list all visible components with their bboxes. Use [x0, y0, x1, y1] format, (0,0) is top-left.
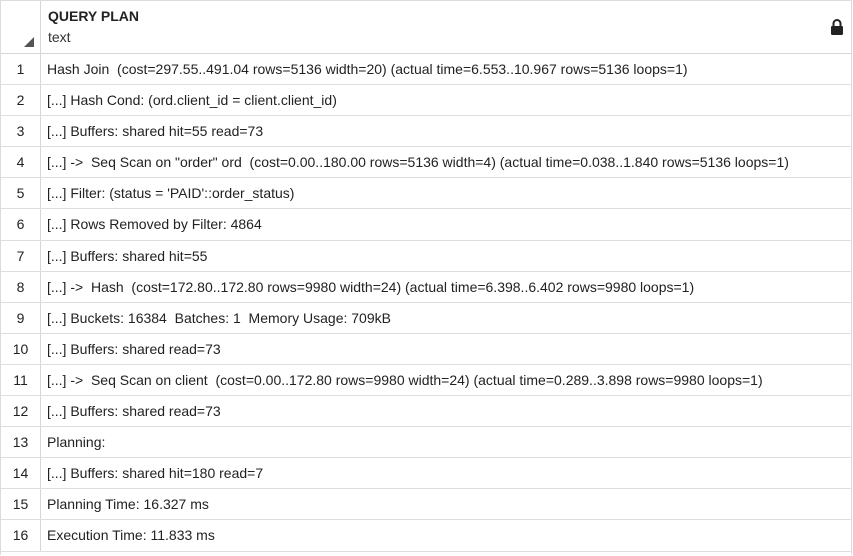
query-plan-cell[interactable]: [...] -> Seq Scan on client (cost=0.00..…: [47, 371, 763, 388]
table-row[interactable]: 14 [...] Buffers: shared hit=180 read=7: [1, 458, 851, 490]
table-row[interactable]: 9 [...] Buckets: 16384 Batches: 1 Memory…: [1, 302, 851, 334]
query-plan-cell[interactable]: [...] Rows Removed by Filter: 4864: [47, 216, 262, 233]
row-number[interactable]: 3: [1, 116, 41, 147]
row-number[interactable]: 14: [1, 458, 41, 489]
grid-header: QUERY PLAN text: [1, 1, 851, 54]
table-row[interactable]: 11 [...] -> Seq Scan on client (cost=0.0…: [1, 364, 851, 397]
table-row[interactable]: 3 [...] Buffers: shared hit=55 read=73: [1, 116, 851, 148]
query-plan-cell[interactable]: [...] -> Seq Scan on "order" ord (cost=0…: [47, 154, 789, 171]
row-number[interactable]: 6: [1, 209, 41, 240]
query-plan-cell[interactable]: [...] Buffers: shared hit=55 read=73: [47, 123, 264, 140]
query-plan-cell[interactable]: Planning Time: 16.327 ms: [47, 496, 209, 513]
table-row[interactable]: 13 Planning:: [1, 427, 851, 459]
column-type: text: [48, 29, 71, 45]
query-plan-cell[interactable]: Hash Join (cost=297.55..491.04 rows=5136…: [47, 61, 688, 77]
select-all-triangle-icon: [24, 37, 34, 47]
table-row[interactable]: 1 Hash Join (cost=297.55..491.04 rows=51…: [1, 54, 851, 86]
query-plan-cell[interactable]: [...] Buffers: shared hit=55: [47, 247, 208, 264]
query-plan-cell[interactable]: [...] Filter: (status = 'PAID'::order_st…: [47, 185, 295, 202]
row-number[interactable]: 4: [1, 147, 41, 178]
row-number[interactable]: 12: [1, 396, 41, 427]
select-all-corner[interactable]: [1, 1, 41, 53]
row-number[interactable]: 16: [1, 520, 41, 551]
table-row[interactable]: 12 [...] Buffers: shared read=73: [1, 396, 851, 428]
query-plan-cell[interactable]: [...] Hash Cond: (ord.client_id = client…: [47, 92, 337, 109]
row-number[interactable]: 15: [1, 489, 41, 520]
table-row[interactable]: 10 [...] Buffers: shared read=73: [1, 333, 851, 365]
row-number[interactable]: 11: [1, 364, 41, 396]
grid-rows: 1 Hash Join (cost=297.55..491.04 rows=51…: [1, 54, 851, 552]
table-row[interactable]: 15 Planning Time: 16.327 ms: [1, 489, 851, 521]
query-plan-cell[interactable]: [...] Buffers: shared hit=180 read=7: [47, 465, 264, 482]
table-row[interactable]: 8 [...] -> Hash (cost=172.80..172.80 row…: [1, 271, 851, 303]
row-number[interactable]: 7: [1, 240, 41, 271]
table-row[interactable]: 16 Execution Time: 11.833 ms: [1, 520, 851, 552]
row-number[interactable]: 8: [1, 271, 41, 302]
table-row[interactable]: 4 [...] -> Seq Scan on "order" ord (cost…: [1, 147, 851, 179]
row-number[interactable]: 10: [1, 333, 41, 364]
table-row[interactable]: 5 [...] Filter: (status = 'PAID'::order_…: [1, 178, 851, 210]
row-number[interactable]: 5: [1, 178, 41, 209]
table-row[interactable]: 7 [...] Buffers: shared hit=55: [1, 240, 851, 272]
table-row[interactable]: 6 [...] Rows Removed by Filter: 4864: [1, 209, 851, 241]
query-plan-cell[interactable]: [...] Buckets: 16384 Batches: 1 Memory U…: [47, 309, 391, 326]
column-name: QUERY PLAN: [48, 8, 140, 24]
row-number[interactable]: 2: [1, 85, 41, 116]
row-number[interactable]: 9: [1, 302, 41, 333]
column-header-query-plan[interactable]: QUERY PLAN text: [41, 1, 851, 53]
query-plan-cell[interactable]: Execution Time: 11.833 ms: [47, 527, 215, 544]
row-number[interactable]: 13: [1, 427, 41, 458]
row-number[interactable]: 1: [1, 54, 41, 85]
table-row[interactable]: 2 [...] Hash Cond: (ord.client_id = clie…: [1, 85, 851, 117]
query-plan-cell[interactable]: Planning:: [47, 434, 106, 451]
query-plan-cell[interactable]: [...] Buffers: shared read=73: [47, 340, 221, 357]
lock-icon: [831, 19, 843, 35]
query-plan-cell[interactable]: [...] -> Hash (cost=172.80..172.80 rows=…: [47, 278, 695, 295]
query-plan-cell[interactable]: [...] Buffers: shared read=73: [47, 403, 221, 420]
